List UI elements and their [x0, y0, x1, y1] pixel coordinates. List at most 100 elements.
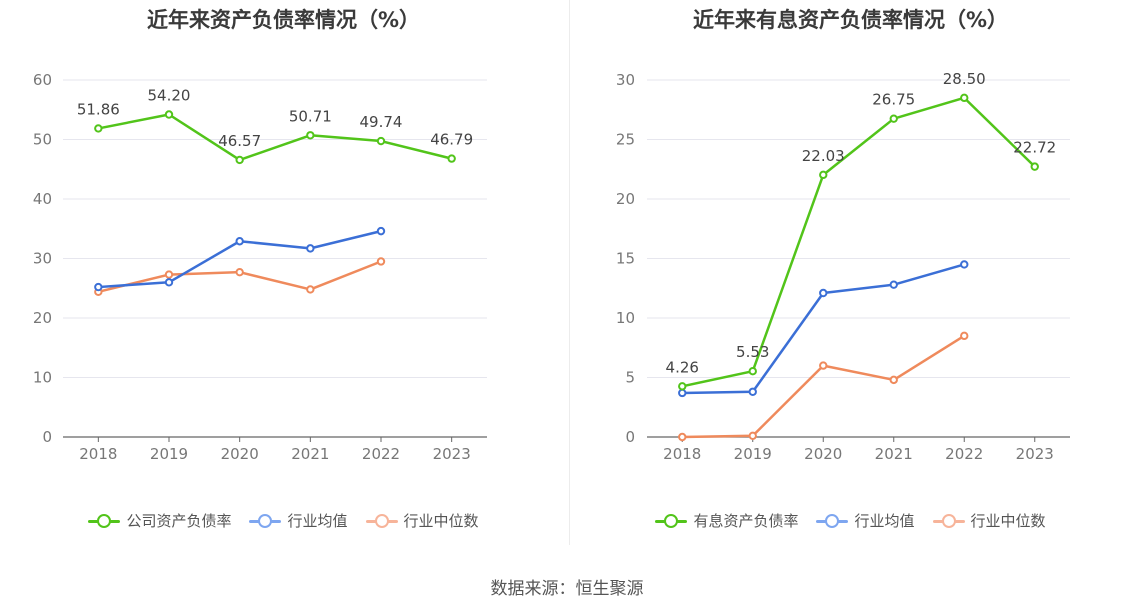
data-label: 51.86 — [77, 100, 120, 118]
x-tick-label: 2022 — [945, 445, 983, 463]
data-point — [447, 154, 456, 163]
data-label: 54.20 — [148, 87, 191, 105]
data-point — [819, 361, 828, 370]
data-point — [164, 278, 174, 287]
data-point — [1030, 162, 1039, 171]
data-point — [376, 226, 386, 236]
data-label: 22.72 — [1013, 139, 1056, 157]
data-label: 26.75 — [872, 91, 915, 109]
series-line — [98, 260, 382, 294]
legend-label: 行业中位数 — [970, 512, 1046, 530]
legend-swatch-icon — [816, 513, 849, 528]
data-point — [819, 288, 828, 298]
data-label: 28.50 — [943, 70, 986, 88]
chart-plot: 0 10 20 30 40 50 60 2018 2019 2020 2021 2022 2023 51.… — [33, 71, 487, 463]
x-tick-label: 2018 — [663, 445, 701, 463]
legend-swatch-icon — [249, 513, 282, 528]
y-tick-label: 20 — [33, 309, 52, 327]
data-point — [164, 270, 174, 279]
series-line — [681, 96, 1036, 388]
data-label: 46.57 — [218, 132, 261, 150]
y-tick-label: 0 — [625, 428, 635, 446]
data-point — [235, 237, 244, 246]
y-tick-label: 60 — [33, 71, 52, 89]
y-tick-label: 25 — [616, 131, 635, 149]
data-point — [94, 282, 103, 292]
x-tick-label: 2018 — [79, 445, 117, 463]
legend-item[interactable]: 公司资产负债率 — [88, 510, 231, 531]
data-point — [376, 257, 386, 266]
data-label: 4.26 — [666, 358, 699, 376]
y-tick-label: 0 — [42, 428, 52, 446]
legend-item[interactable]: 行业均值 — [249, 510, 348, 531]
y-tick-label: 15 — [616, 250, 635, 268]
data-point — [748, 366, 757, 376]
data-point — [376, 136, 386, 146]
data-point — [678, 388, 687, 398]
legend-swatch-icon — [88, 513, 121, 528]
legend-label: 行业中位数 — [403, 512, 479, 530]
legend-swatch-icon — [655, 513, 688, 528]
y-tick-label: 30 — [33, 250, 52, 268]
data-point — [94, 124, 103, 133]
legend-swatch-icon — [932, 513, 965, 528]
legend: 公司资产负债率 行业均值 行业中位数 — [0, 510, 567, 531]
x-tick-label: 2019 — [734, 445, 772, 463]
data-label: 50.71 — [289, 107, 332, 125]
x-tick-label: 2019 — [150, 445, 188, 463]
data-point — [678, 432, 687, 442]
x-tick-label: 2023 — [433, 445, 471, 463]
legend-label: 行业均值 — [287, 512, 348, 530]
series-line — [98, 113, 452, 162]
data-label: 22.03 — [802, 147, 845, 165]
chart-plot: 0 5 10 15 20 25 30 2018 2019 2020 2021 2022 2023 4.26… — [616, 70, 1070, 463]
data-point — [235, 155, 244, 165]
data-point — [306, 244, 315, 253]
y-tick-label: 50 — [33, 131, 52, 149]
chart-title: 近年来资产负债率情况（%） — [146, 8, 421, 32]
data-point — [889, 114, 898, 123]
legend-swatch-icon — [365, 513, 398, 528]
data-point — [960, 260, 969, 269]
x-tick-label: 2021 — [291, 445, 329, 463]
x-tick-label: 2023 — [1016, 445, 1054, 463]
legend-item[interactable]: 行业均值 — [816, 510, 915, 531]
y-tick-label: 40 — [33, 190, 52, 208]
series-line — [682, 334, 965, 439]
panel-divider — [569, 0, 570, 545]
chart-title: 近年来有息资产负债率情况（%） — [692, 8, 1009, 32]
legend: 有息资产负债率 行业均值 行业中位数 — [567, 510, 1134, 531]
legend-item[interactable]: 有息资产负债率 — [655, 510, 798, 531]
y-tick-label: 10 — [33, 369, 52, 387]
data-point — [678, 382, 687, 391]
y-tick-label: 10 — [616, 309, 635, 327]
data-point — [889, 375, 898, 385]
data-point — [819, 170, 828, 180]
data-point — [164, 110, 174, 119]
legend-label: 公司资产负债率 — [126, 512, 232, 530]
y-tick-label: 5 — [625, 369, 635, 387]
data-point — [748, 431, 757, 441]
x-tick-label: 2020 — [221, 445, 259, 463]
data-label: 5.53 — [736, 343, 769, 361]
chart-panel-right: 近年来有息资产负债率情况（%） 0 5 10 15 20 25 30 2018 2019 2020… — [567, 0, 1134, 560]
y-tick-label: 20 — [616, 190, 635, 208]
data-point — [748, 387, 757, 396]
data-label: 49.74 — [360, 113, 403, 131]
data-point — [306, 131, 315, 140]
series-line — [682, 263, 965, 395]
legend-label: 行业均值 — [854, 512, 915, 530]
data-point — [960, 93, 969, 103]
data-point — [889, 280, 898, 289]
data-point — [960, 331, 969, 341]
legend-item[interactable]: 行业中位数 — [365, 510, 479, 531]
x-tick-label: 2020 — [804, 445, 842, 463]
chart-panel-left: 近年来资产负债率情况（%） 0 10 20 30 40 50 60 2018 2019 2020 2… — [0, 0, 567, 560]
y-tick-label: 30 — [616, 71, 635, 89]
legend-item[interactable]: 行业中位数 — [932, 510, 1046, 531]
data-point — [306, 285, 315, 294]
x-tick-label: 2021 — [875, 445, 913, 463]
x-tick-label: 2022 — [362, 445, 400, 463]
legend-label: 有息资产负债率 — [693, 512, 799, 530]
data-source-note: 数据来源：恒生聚源 — [490, 579, 644, 599]
